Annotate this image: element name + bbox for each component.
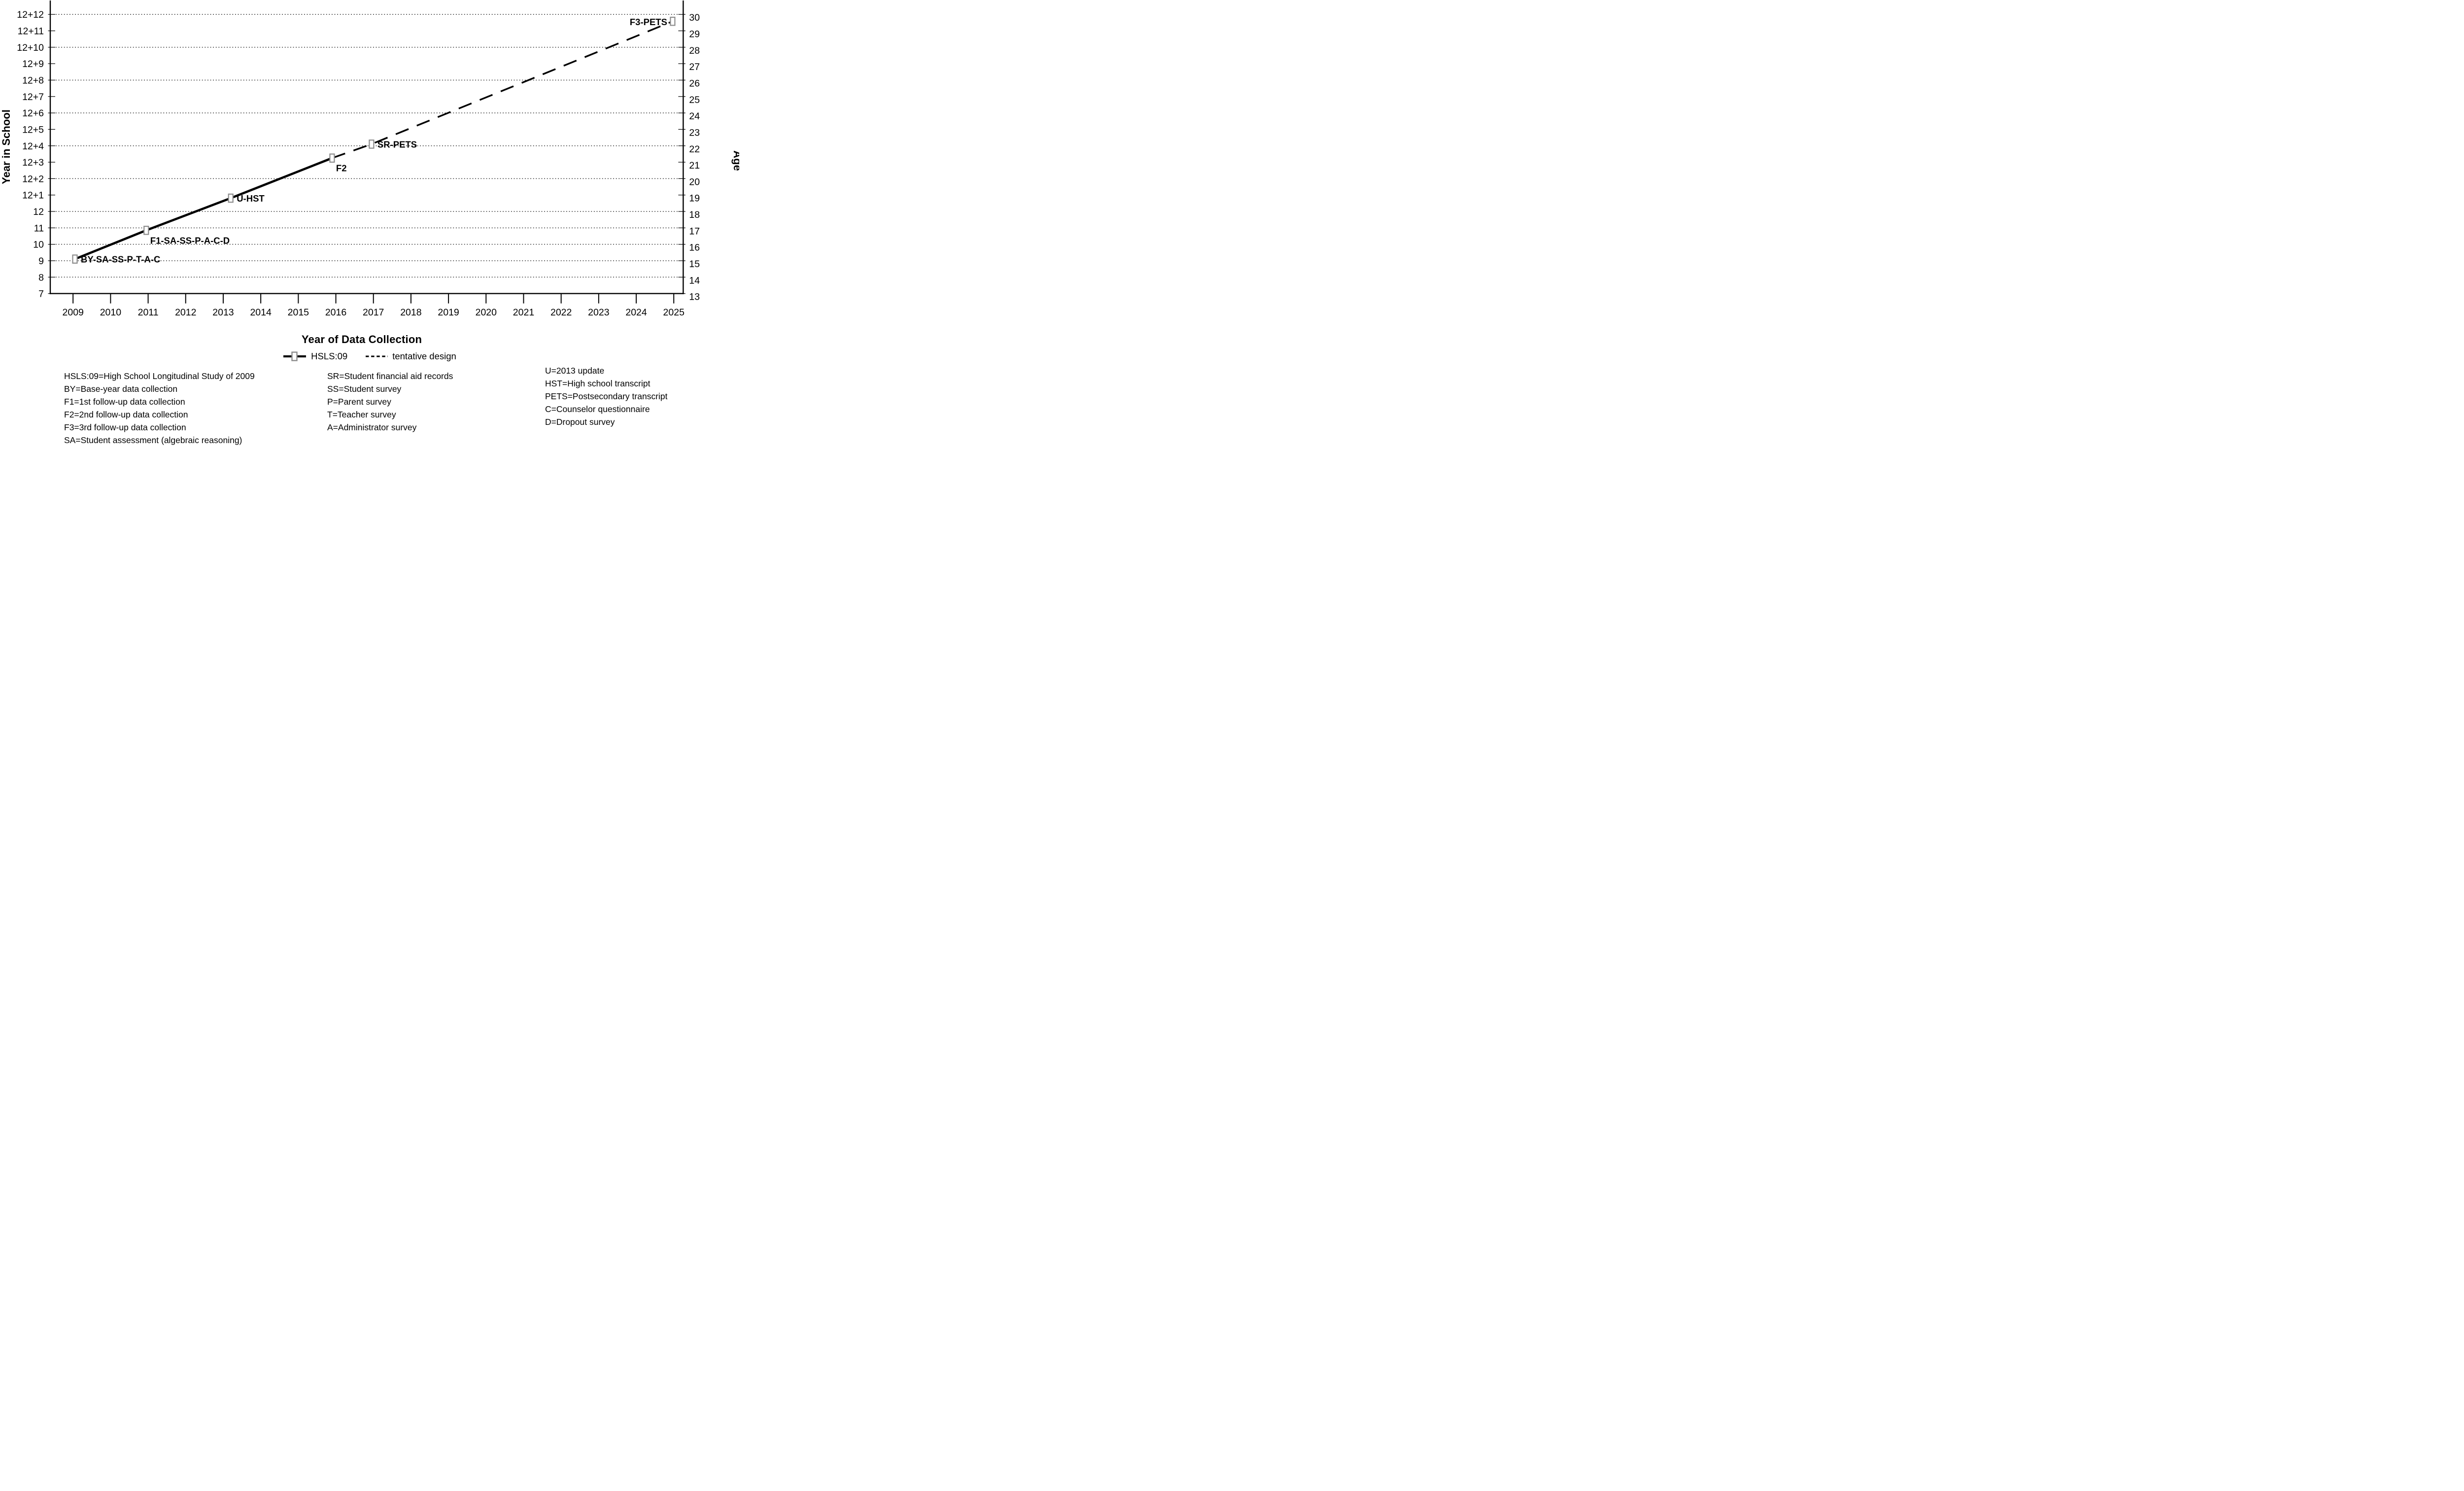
key-line: P=Parent survey <box>327 397 391 407</box>
x-axis-tick-label: 2022 <box>550 307 572 318</box>
left-axis-tick-label: 12+12 <box>17 9 44 20</box>
key-column-1: HSLS:09=High School Longitudinal Study o… <box>64 370 255 447</box>
left-axis-tick-label: 12 <box>33 207 44 217</box>
x-axis-tick-label: 2021 <box>513 307 534 318</box>
key-line: F2=2nd follow-up data collection <box>64 410 188 419</box>
key-column-3: U=2013 update HST=High school transcript P… <box>545 364 668 428</box>
right-axis-tick-label: 16 <box>689 243 700 253</box>
x-axis-title: Year of Data Collection <box>301 333 422 346</box>
legend-label-hsls09: HSLS:09 <box>311 351 348 361</box>
left-axis-title: Year in School <box>0 109 12 184</box>
x-axis-tick-label: 2009 <box>63 307 84 318</box>
left-axis-tick-label: 11 <box>34 223 44 234</box>
legend-item-tentative: tentative design <box>365 351 456 362</box>
right-axis-tick-label: 17 <box>689 226 700 237</box>
key-line: HSLS:09=High School Longitudinal Study o… <box>64 371 255 381</box>
x-axis-tick-label: 2020 <box>476 307 497 318</box>
legend-item-hsls09: HSLS:09 <box>283 351 347 362</box>
x-axis-tick-label: 2015 <box>288 307 309 318</box>
dashed-line-swatch-icon <box>366 355 388 357</box>
data-point-marker <box>228 193 234 203</box>
series-line-tentative <box>332 20 673 159</box>
right-axis-title: Age <box>731 150 739 171</box>
left-axis-tick-label: 8 <box>38 272 44 283</box>
left-axis-tick-label: 9 <box>38 256 44 267</box>
key-line: PETS=Postsecondary transcript <box>545 391 668 401</box>
x-axis-tick-label: 2013 <box>212 307 234 318</box>
data-point-marker <box>143 226 149 235</box>
data-point-label: U-HST <box>237 193 265 204</box>
right-axis-tick-label: 19 <box>689 193 700 204</box>
data-point-marker <box>329 153 335 163</box>
key-line: HST=High school transcript <box>545 379 650 388</box>
legend: HSLS:09 tentative design <box>0 351 739 362</box>
data-point-label: F2 <box>336 163 347 173</box>
right-axis-tick-label: 29 <box>689 29 700 40</box>
timeline-chart: 7 13 8 14 9 15 10 16 11 17 12 18 12+1 19 12+2 20 12+3 21 1… <box>0 0 739 318</box>
key-column-2: SR=Student financial aid records SS=Stude… <box>327 370 453 434</box>
key-line: D=Dropout survey <box>545 417 615 427</box>
figure-page: 7 13 8 14 9 15 10 16 11 17 12 18 12+1 19 12+2 20 12+3 21 1… <box>0 0 739 453</box>
x-axis-tick-label: 2014 <box>250 307 272 318</box>
key-line: SA=Student assessment (algebraic reasoni… <box>64 435 242 445</box>
key-line: U=2013 update <box>545 366 605 376</box>
left-axis-tick-label: 12+6 <box>22 108 44 119</box>
key-line: BY=Base-year data collection <box>64 384 178 394</box>
data-point-marker <box>670 16 676 26</box>
right-axis-tick-label: 25 <box>689 95 700 105</box>
left-axis-tick-label: 7 <box>38 289 44 300</box>
right-axis-tick-label: 14 <box>689 275 700 286</box>
left-axis-tick-label: 12+10 <box>17 42 44 53</box>
x-axis-tick-label: 2012 <box>175 307 196 318</box>
right-axis-tick-label: 21 <box>689 160 700 171</box>
right-axis-tick-label: 28 <box>689 45 700 56</box>
left-axis-tick-label: 10 <box>33 240 44 250</box>
key-line: SR=Student financial aid records <box>327 371 453 381</box>
key-line: C=Counselor questionnaire <box>545 404 650 414</box>
key-line: F3=3rd follow-up data collection <box>64 422 186 432</box>
data-point-label: SR-PETS <box>377 139 417 149</box>
right-axis-tick-label: 13 <box>689 292 700 303</box>
left-axis-tick-label: 12+9 <box>22 59 44 69</box>
right-axis-tick-label: 26 <box>689 78 700 89</box>
key-line: T=Teacher survey <box>327 410 396 419</box>
left-axis-tick-label: 12+11 <box>18 26 44 37</box>
data-point-marker <box>369 139 375 149</box>
legend-label-tentative: tentative design <box>392 351 456 361</box>
x-axis-tick-label: 2019 <box>438 307 459 318</box>
x-axis-tick-label: 2011 <box>138 307 159 318</box>
solid-line-marker-swatch-icon <box>283 351 307 361</box>
left-axis-tick-label: 12+4 <box>22 141 44 152</box>
right-axis-tick-label: 30 <box>689 12 700 23</box>
right-axis-tick-label: 24 <box>689 111 700 122</box>
x-axis-tick-label: 2010 <box>100 307 122 318</box>
right-axis-tick-label: 20 <box>689 176 700 187</box>
data-point-marker <box>72 254 78 264</box>
key-line: F1=1st follow-up data collection <box>64 397 185 407</box>
left-axis-tick-label: 12+5 <box>22 124 44 135</box>
left-axis-tick-label: 12+7 <box>22 92 44 103</box>
series-line-hsls09 <box>74 157 333 260</box>
right-axis-tick-label: 27 <box>689 62 700 72</box>
x-axis-tick-label: 2024 <box>625 307 647 318</box>
left-axis-tick-label: 12+2 <box>22 173 44 184</box>
x-axis-tick-label: 2023 <box>588 307 609 318</box>
data-point-label: F3-PETS <box>630 17 667 27</box>
key-line: A=Administrator survey <box>327 422 417 432</box>
x-axis-tick-label: 2017 <box>363 307 384 318</box>
data-point-label: BY-SA-SS-P-T-A-C <box>81 254 160 265</box>
left-axis-tick-label: 12+8 <box>22 75 44 86</box>
data-point-label: F1-SA-SS-P-A-C-D <box>150 235 230 245</box>
left-axis-tick-label: 12+3 <box>22 157 44 168</box>
right-axis-tick-label: 22 <box>689 144 700 155</box>
x-axis-tick-label: 2018 <box>400 307 421 318</box>
right-axis-tick-label: 15 <box>689 259 700 270</box>
left-axis-tick-label: 12+1 <box>22 190 44 201</box>
x-axis-tick-label: 2025 <box>663 307 685 318</box>
right-axis-tick-label: 23 <box>689 127 700 138</box>
x-axis-tick-label: 2016 <box>325 307 346 318</box>
right-axis-tick-label: 18 <box>689 209 700 220</box>
key-line: SS=Student survey <box>327 384 402 394</box>
